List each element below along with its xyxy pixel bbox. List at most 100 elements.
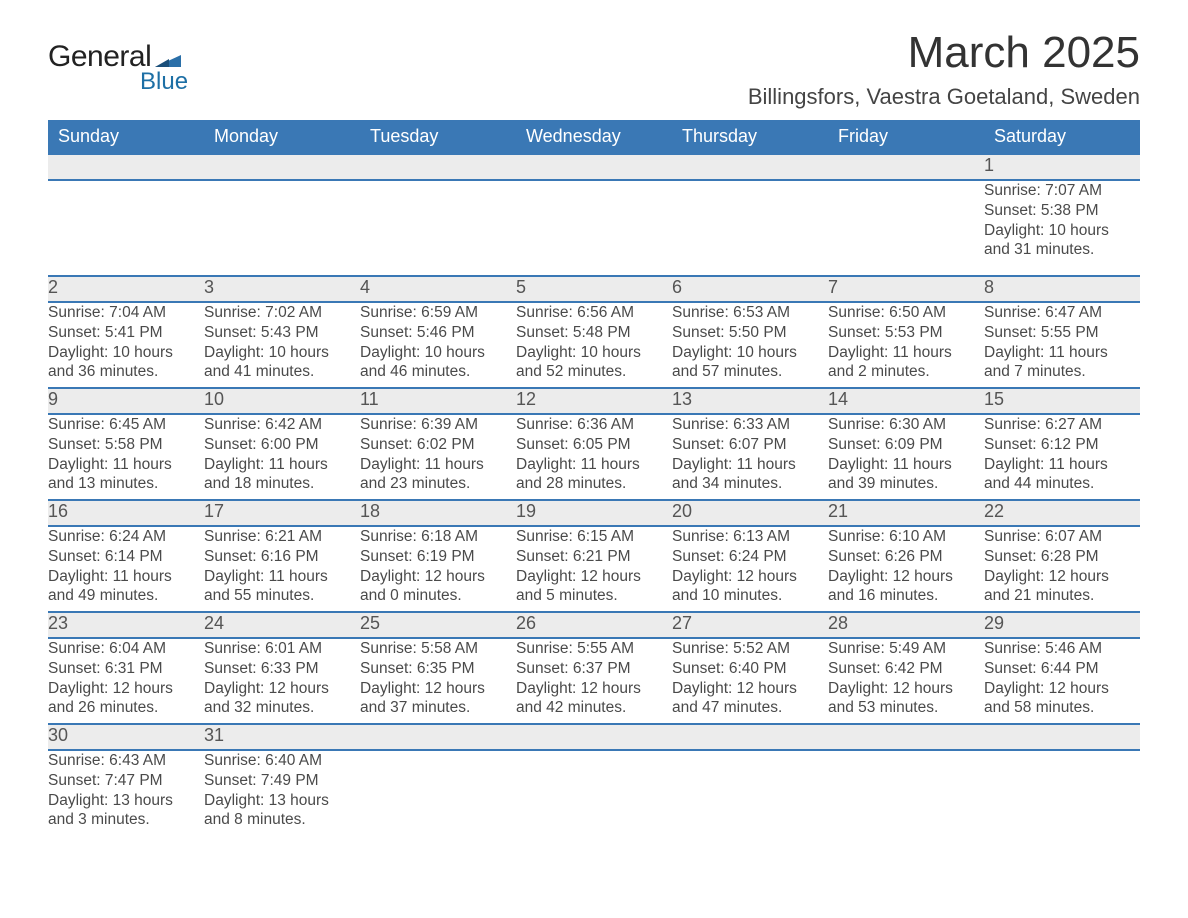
sunset-text: Sunset: 6:24 PM xyxy=(672,547,828,567)
daylight-text: and 7 minutes. xyxy=(984,362,1140,382)
day-detail-cell: Sunrise: 6:36 AMSunset: 6:05 PMDaylight:… xyxy=(516,414,672,500)
day-detail-cell: Sunrise: 6:43 AMSunset: 7:47 PMDaylight:… xyxy=(48,750,204,836)
brand-logo: General Blue xyxy=(48,40,188,96)
day-number: 8 xyxy=(984,277,994,297)
day-number-cell xyxy=(672,154,828,180)
day-detail-cell: Sunrise: 6:33 AMSunset: 6:07 PMDaylight:… xyxy=(672,414,828,500)
day-detail-cell: Sunrise: 5:58 AMSunset: 6:35 PMDaylight:… xyxy=(360,638,516,724)
daylight-text: and 34 minutes. xyxy=(672,474,828,494)
day-number: 28 xyxy=(828,613,848,633)
sunrise-text: Sunrise: 6:43 AM xyxy=(48,751,204,771)
day-number: 13 xyxy=(672,389,692,409)
flag-icon xyxy=(155,49,181,67)
day-detail-cell: Sunrise: 6:39 AMSunset: 6:02 PMDaylight:… xyxy=(360,414,516,500)
day-detail-cell: Sunrise: 6:40 AMSunset: 7:49 PMDaylight:… xyxy=(204,750,360,836)
daylight-text: Daylight: 10 hours xyxy=(48,343,204,363)
sunset-text: Sunset: 6:05 PM xyxy=(516,435,672,455)
daylight-text: Daylight: 11 hours xyxy=(984,455,1140,475)
daylight-text: Daylight: 10 hours xyxy=(204,343,360,363)
sunset-text: Sunset: 6:19 PM xyxy=(360,547,516,567)
day-number: 17 xyxy=(204,501,224,521)
daylight-text: and 3 minutes. xyxy=(48,810,204,830)
day-number-cell: 29 xyxy=(984,612,1140,638)
daylight-text: and 46 minutes. xyxy=(360,362,516,382)
daylight-text: and 37 minutes. xyxy=(360,698,516,718)
day-detail-cell: Sunrise: 6:18 AMSunset: 6:19 PMDaylight:… xyxy=(360,526,516,612)
daylight-text: Daylight: 12 hours xyxy=(360,679,516,699)
sunset-text: Sunset: 5:41 PM xyxy=(48,323,204,343)
day-number-cell: 1 xyxy=(984,154,1140,180)
day-detail-cell: Sunrise: 5:55 AMSunset: 6:37 PMDaylight:… xyxy=(516,638,672,724)
sunrise-text: Sunrise: 5:49 AM xyxy=(828,639,984,659)
day-number-cell: 27 xyxy=(672,612,828,638)
day-number: 5 xyxy=(516,277,526,297)
daylight-text: Daylight: 11 hours xyxy=(204,567,360,587)
day-number: 21 xyxy=(828,501,848,521)
sunset-text: Sunset: 6:44 PM xyxy=(984,659,1140,679)
day-number: 31 xyxy=(204,725,224,745)
day-number-cell: 12 xyxy=(516,388,672,414)
sunset-text: Sunset: 6:40 PM xyxy=(672,659,828,679)
day-number-cell: 9 xyxy=(48,388,204,414)
sunrise-text: Sunrise: 6:07 AM xyxy=(984,527,1140,547)
daylight-text: and 41 minutes. xyxy=(204,362,360,382)
day-detail-cell xyxy=(516,750,672,836)
daylight-text: Daylight: 12 hours xyxy=(516,567,672,587)
daylight-text: and 32 minutes. xyxy=(204,698,360,718)
day-detail-cell: Sunrise: 6:42 AMSunset: 6:00 PMDaylight:… xyxy=(204,414,360,500)
sunrise-text: Sunrise: 6:53 AM xyxy=(672,303,828,323)
daylight-text: and 26 minutes. xyxy=(48,698,204,718)
day-detail-cell: Sunrise: 6:21 AMSunset: 6:16 PMDaylight:… xyxy=(204,526,360,612)
sunrise-text: Sunrise: 6:40 AM xyxy=(204,751,360,771)
sunset-text: Sunset: 7:47 PM xyxy=(48,771,204,791)
sunrise-text: Sunrise: 6:21 AM xyxy=(204,527,360,547)
day-number-cell: 21 xyxy=(828,500,984,526)
sunset-text: Sunset: 6:12 PM xyxy=(984,435,1140,455)
daylight-text: and 47 minutes. xyxy=(672,698,828,718)
sunset-text: Sunset: 5:50 PM xyxy=(672,323,828,343)
day-number-cell xyxy=(48,154,204,180)
sunrise-text: Sunrise: 7:04 AM xyxy=(48,303,204,323)
daylight-text: Daylight: 11 hours xyxy=(984,343,1140,363)
day-number: 14 xyxy=(828,389,848,409)
daylight-text: and 57 minutes. xyxy=(672,362,828,382)
sunrise-text: Sunrise: 6:42 AM xyxy=(204,415,360,435)
sunset-text: Sunset: 6:07 PM xyxy=(672,435,828,455)
day-number: 25 xyxy=(360,613,380,633)
day-detail-cell: Sunrise: 6:27 AMSunset: 6:12 PMDaylight:… xyxy=(984,414,1140,500)
sunset-text: Sunset: 6:28 PM xyxy=(984,547,1140,567)
daylight-text: Daylight: 12 hours xyxy=(672,679,828,699)
day-number: 11 xyxy=(360,389,379,409)
day-number: 19 xyxy=(516,501,536,521)
sunrise-text: Sunrise: 6:33 AM xyxy=(672,415,828,435)
day-detail-cell: Sunrise: 6:56 AMSunset: 5:48 PMDaylight:… xyxy=(516,302,672,388)
sunset-text: Sunset: 7:49 PM xyxy=(204,771,360,791)
day-number-cell: 17 xyxy=(204,500,360,526)
sunset-text: Sunset: 6:26 PM xyxy=(828,547,984,567)
daylight-text: Daylight: 11 hours xyxy=(516,455,672,475)
day-detail-cell: Sunrise: 6:07 AMSunset: 6:28 PMDaylight:… xyxy=(984,526,1140,612)
sunrise-text: Sunrise: 5:55 AM xyxy=(516,639,672,659)
day-number: 6 xyxy=(672,277,682,297)
day-number-cell xyxy=(984,724,1140,750)
day-detail-cell xyxy=(204,180,360,276)
sunset-text: Sunset: 6:16 PM xyxy=(204,547,360,567)
daylight-text: and 28 minutes. xyxy=(516,474,672,494)
daylight-text: Daylight: 10 hours xyxy=(984,221,1140,241)
daylight-text: Daylight: 11 hours xyxy=(672,455,828,475)
daylight-text: and 23 minutes. xyxy=(360,474,516,494)
day-number: 23 xyxy=(48,613,68,633)
daylight-text: Daylight: 12 hours xyxy=(204,679,360,699)
day-number: 2 xyxy=(48,277,58,297)
day-detail-cell: Sunrise: 5:49 AMSunset: 6:42 PMDaylight:… xyxy=(828,638,984,724)
sunrise-text: Sunrise: 6:36 AM xyxy=(516,415,672,435)
day-detail-cell xyxy=(516,180,672,276)
day-detail-cell: Sunrise: 6:24 AMSunset: 6:14 PMDaylight:… xyxy=(48,526,204,612)
day-number-cell xyxy=(828,154,984,180)
day-detail-cell: Sunrise: 6:15 AMSunset: 6:21 PMDaylight:… xyxy=(516,526,672,612)
day-detail-cell: Sunrise: 7:04 AMSunset: 5:41 PMDaylight:… xyxy=(48,302,204,388)
day-number: 30 xyxy=(48,725,68,745)
day-number-cell: 23 xyxy=(48,612,204,638)
sunset-text: Sunset: 6:35 PM xyxy=(360,659,516,679)
daylight-text: Daylight: 12 hours xyxy=(360,567,516,587)
